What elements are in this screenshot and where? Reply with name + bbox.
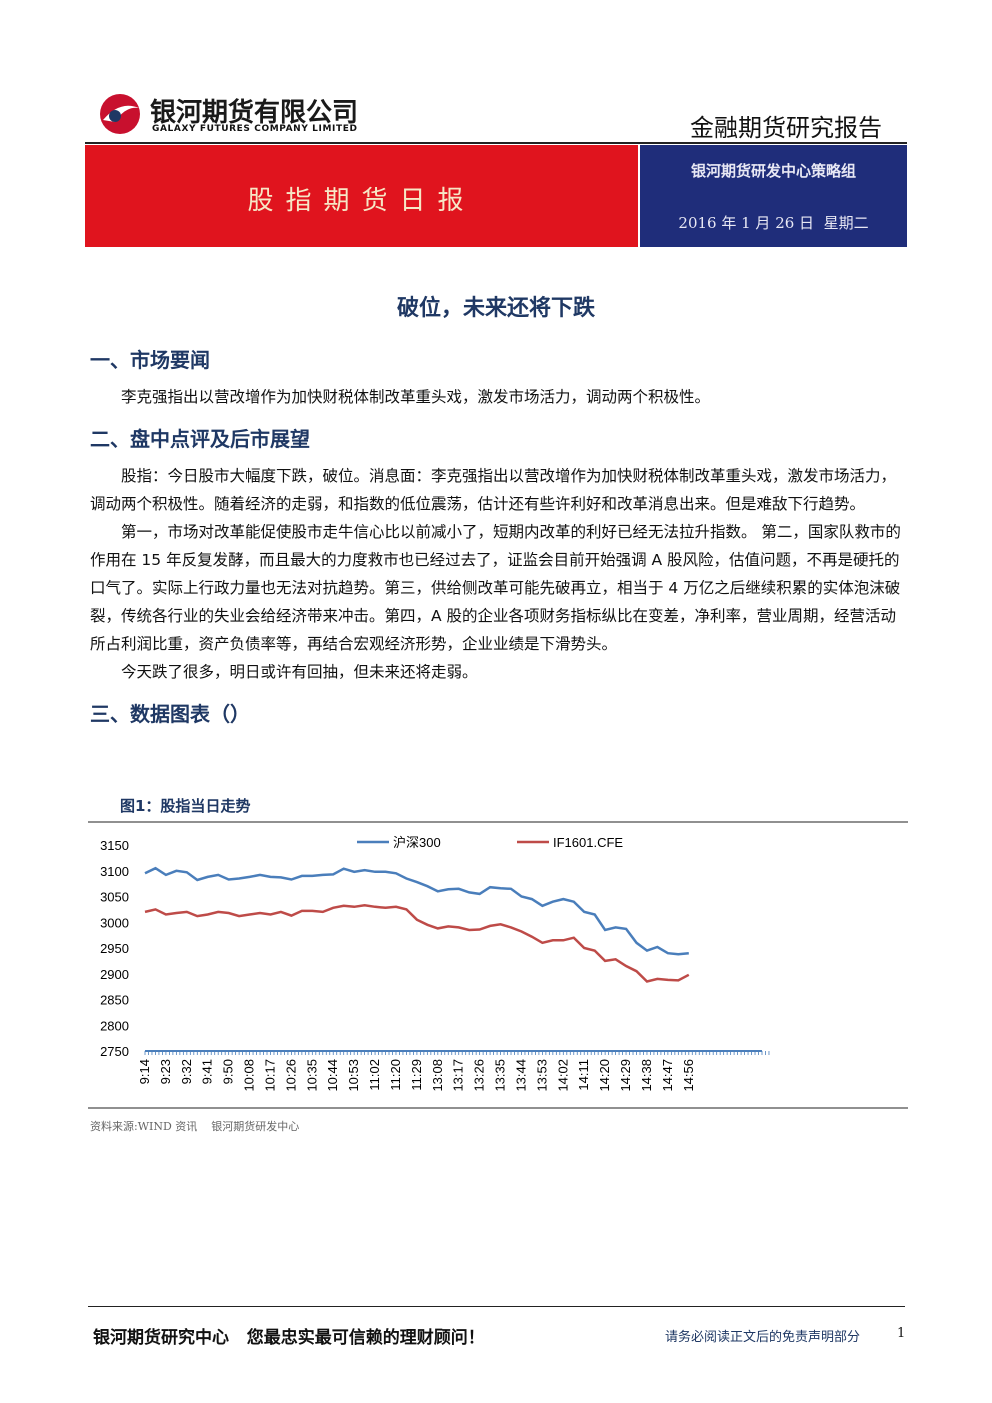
logo [100, 94, 140, 134]
section-heading: 三、数据图表（） [90, 702, 250, 726]
footer-disclaimer: 请务必阅读正文后的免责声明部分 [665, 1330, 861, 1345]
banner-title: 股指期货日报 [247, 186, 476, 216]
y-tick-label: 3150 [100, 838, 129, 853]
chart: 2750 2800 2850 2900 2950 3000 3050 3100 3150 9:14… [88, 821, 908, 1109]
x-tick-label: 14:56 [681, 1059, 696, 1092]
x-tick-label: 13:08 [430, 1059, 445, 1092]
x-tick-label: 14:29 [618, 1059, 633, 1092]
banner-red [85, 145, 638, 247]
paragraph: 李克强指出以营改增作为加快财税体制改革重头戏，激发市场活力，调动两个积极性。 [121, 388, 711, 406]
y-tick-label: 2750 [100, 1044, 129, 1059]
x-tick-label: 9:14 [137, 1059, 152, 1084]
x-tick-label: 14:02 [555, 1059, 570, 1092]
figure-caption: 图1：股指当日走势 [120, 797, 251, 815]
x-tick-label: 10:17 [262, 1059, 277, 1092]
legend-label: 沪深300 [393, 835, 441, 850]
x-tick-label: 13:26 [472, 1059, 487, 1092]
x-tick-label: 13:44 [513, 1059, 528, 1092]
y-tick-label: 2800 [100, 1018, 129, 1033]
x-tick-label: 14:47 [660, 1059, 675, 1092]
figure-source: 资料来源:WIND 资讯 银河期货研发中心 [90, 1120, 300, 1133]
rule [85, 142, 907, 144]
company-en: GALAXY FUTURES COMPANY LIMITED [152, 124, 358, 134]
x-tick-label: 9:32 [179, 1059, 194, 1084]
paragraph: 今天跌了很多，明日或许有回抽，但未来还将走弱。 [121, 663, 478, 681]
banner-date: 2016 年 1 月 26 日 星期二 [678, 214, 869, 232]
y-tick-label: 2900 [100, 967, 129, 982]
line-series [144, 866, 689, 956]
x-tick-label: 13:53 [534, 1059, 549, 1092]
x-tick-label: 10:08 [242, 1059, 257, 1092]
x-tick-label: 14:20 [597, 1059, 612, 1092]
paragraph: 股指：今日股市大幅度下跌，破位。消息面：李克强指出以营改增作为加快财税体制改革重… [90, 467, 897, 513]
legend-label: IF1601.CFE [553, 835, 623, 850]
x-tick-label: 13:35 [493, 1059, 508, 1092]
footer-rule [88, 1306, 905, 1307]
spacer [90, 411, 906, 419]
x-tick-label: 14:11 [576, 1059, 591, 1091]
body: 一、市场要闻李克强指出以营改增作为加快财税体制改革重头戏，激发市场活力，调动两个… [90, 340, 906, 745]
report-type: 金融期货研究报告 [690, 114, 882, 142]
x-tick-label: 10:44 [325, 1059, 340, 1092]
x-tick-label: 11:20 [388, 1059, 403, 1091]
page-number: 1 [897, 1326, 906, 1341]
spacer [90, 686, 906, 694]
y-tick-label: 2950 [100, 941, 129, 956]
x-tick-label: 11:29 [409, 1059, 424, 1091]
y-tick-label: 3050 [100, 890, 129, 905]
y-tick-label: 3000 [100, 915, 129, 930]
banner-blue [640, 145, 907, 247]
x-tick-label: 10:26 [283, 1059, 298, 1092]
logo-dot [109, 110, 121, 122]
x-tick-label: 9:50 [221, 1059, 236, 1084]
x-tick-label: 10:53 [346, 1059, 361, 1092]
section-heading: 一、市场要闻 [90, 348, 210, 372]
y-tick-label: 2850 [100, 993, 129, 1008]
x-tick-label: 9:41 [200, 1059, 215, 1084]
spacer [90, 737, 906, 745]
section-heading: 二、盘中点评及后市展望 [90, 427, 310, 451]
paragraph: 第一，市场对改革能促使股市走牛信心比以前减小了，短期内改革的利好已经无法拉升指数… [90, 523, 901, 653]
x-tick-label: 11:02 [367, 1059, 382, 1091]
banner-group: 银河期货研发中心策略组 [690, 162, 856, 180]
headline: 破位，未来还将下跌 [396, 296, 595, 321]
company-cn: 银河期货有限公司 [150, 98, 359, 128]
x-tick-label: 13:17 [451, 1059, 466, 1092]
x-tick-label: 9:23 [158, 1059, 173, 1084]
footer-slogan: 银河期货研究中心 您最忠实最可信赖的理财顾问！ [93, 1328, 485, 1348]
x-tick-label: 10:35 [304, 1059, 319, 1092]
line-series [144, 904, 690, 983]
y-tick-label: 3100 [100, 864, 129, 879]
x-tick-label: 14:38 [639, 1059, 654, 1092]
